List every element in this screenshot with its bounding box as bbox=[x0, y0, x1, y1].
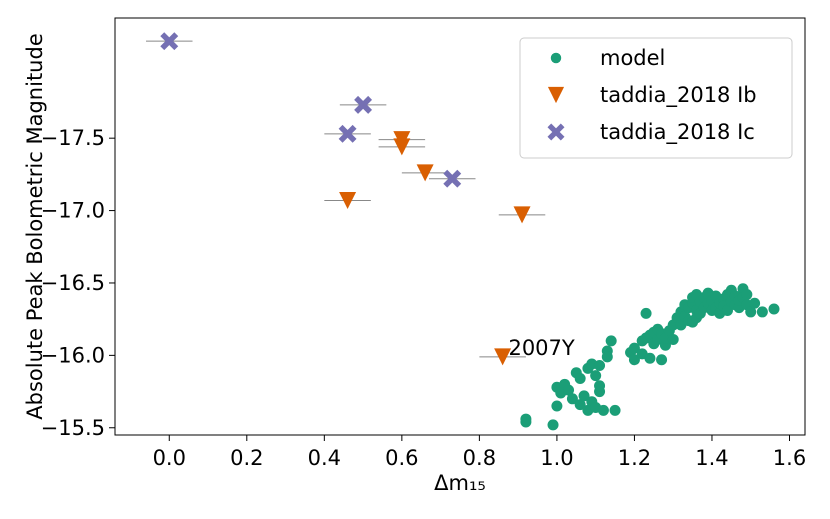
legend-item: taddia_2018 Ib bbox=[547, 83, 757, 108]
y-tick-label: −17.0 bbox=[41, 199, 105, 223]
data-point bbox=[578, 390, 590, 402]
legend-marker bbox=[547, 86, 565, 104]
data-point bbox=[393, 138, 411, 156]
y-tick-label: −15.5 bbox=[41, 416, 105, 440]
data-point bbox=[563, 384, 575, 396]
annotations: 2007Y bbox=[508, 336, 574, 360]
legend-box bbox=[519, 37, 793, 159]
x-tick-label: 0.4 bbox=[308, 446, 341, 470]
data-point bbox=[513, 206, 531, 224]
legend-label: model bbox=[600, 46, 665, 70]
data-point bbox=[566, 393, 578, 405]
legend: model taddia_2018 Ib taddia_2018 Ic bbox=[519, 37, 793, 159]
axes-frame bbox=[114, 17, 806, 436]
y-tick-label: −16.0 bbox=[41, 343, 105, 367]
data-point bbox=[749, 297, 761, 309]
data-point bbox=[756, 306, 768, 318]
y-tick-label: −16.5 bbox=[41, 271, 105, 295]
legend-marker bbox=[547, 123, 565, 141]
x-tick-label: 0.0 bbox=[153, 446, 186, 470]
data-point bbox=[628, 354, 640, 366]
data-point bbox=[605, 335, 617, 347]
data-point bbox=[745, 306, 757, 318]
data-point bbox=[443, 169, 462, 188]
data-point bbox=[594, 380, 606, 392]
x-axis-ticks: 0.0 0.2 0.4 0.6 0.8 1.0 1.2 1.4 1.6 bbox=[153, 435, 806, 470]
data-point bbox=[338, 124, 357, 143]
data-point bbox=[551, 400, 563, 412]
data-point bbox=[628, 342, 640, 354]
legend-item: taddia_2018 Ic bbox=[547, 120, 755, 145]
data-point bbox=[656, 354, 668, 366]
data-point bbox=[339, 191, 357, 209]
y-axis-label: Absolute Peak Bolometric Magnitude bbox=[23, 33, 47, 420]
data-point bbox=[640, 307, 652, 319]
x-tick-label: 0.2 bbox=[230, 446, 263, 470]
data-point bbox=[721, 304, 733, 316]
data-point bbox=[590, 370, 602, 382]
data-point bbox=[494, 348, 512, 366]
series-taddia-2018-ic bbox=[146, 32, 476, 188]
data-point bbox=[594, 360, 606, 371]
legend-label: taddia_2018 Ib bbox=[600, 83, 757, 108]
annotation-label: 2007Y bbox=[508, 336, 574, 360]
series-taddia-2018-ib bbox=[324, 131, 546, 366]
y-tick-label: −17.5 bbox=[41, 126, 105, 150]
x-tick-label: 1.6 bbox=[773, 446, 806, 470]
data-point bbox=[601, 351, 613, 363]
x-tick-label: 1.4 bbox=[695, 446, 728, 470]
y-axis-ticks: −15.5 −16.0 −16.5 −17.0 −17.5 bbox=[41, 126, 115, 440]
legend-item: model bbox=[550, 46, 665, 70]
data-point bbox=[160, 32, 179, 51]
x-tick-label: 1.0 bbox=[540, 446, 573, 470]
x-tick-label: 1.2 bbox=[618, 446, 651, 470]
series-model bbox=[520, 283, 780, 431]
legend-label: taddia_2018 Ic bbox=[600, 120, 755, 145]
data-point bbox=[574, 373, 586, 385]
data-point bbox=[768, 303, 780, 315]
data-point bbox=[354, 95, 373, 114]
x-tick-label: 0.8 bbox=[463, 446, 496, 470]
data-point bbox=[547, 419, 559, 431]
chart-marks bbox=[146, 32, 780, 431]
data-point bbox=[416, 164, 434, 182]
x-axis-label: Δm₁₅ bbox=[434, 471, 486, 495]
legend-marker bbox=[550, 52, 562, 64]
data-point bbox=[644, 352, 656, 364]
data-point bbox=[520, 413, 532, 425]
data-point bbox=[597, 404, 609, 416]
x-tick-label: 0.6 bbox=[385, 446, 418, 470]
data-point bbox=[741, 289, 753, 301]
data-point bbox=[609, 404, 621, 416]
data-point bbox=[667, 333, 679, 345]
data-point bbox=[574, 399, 586, 411]
